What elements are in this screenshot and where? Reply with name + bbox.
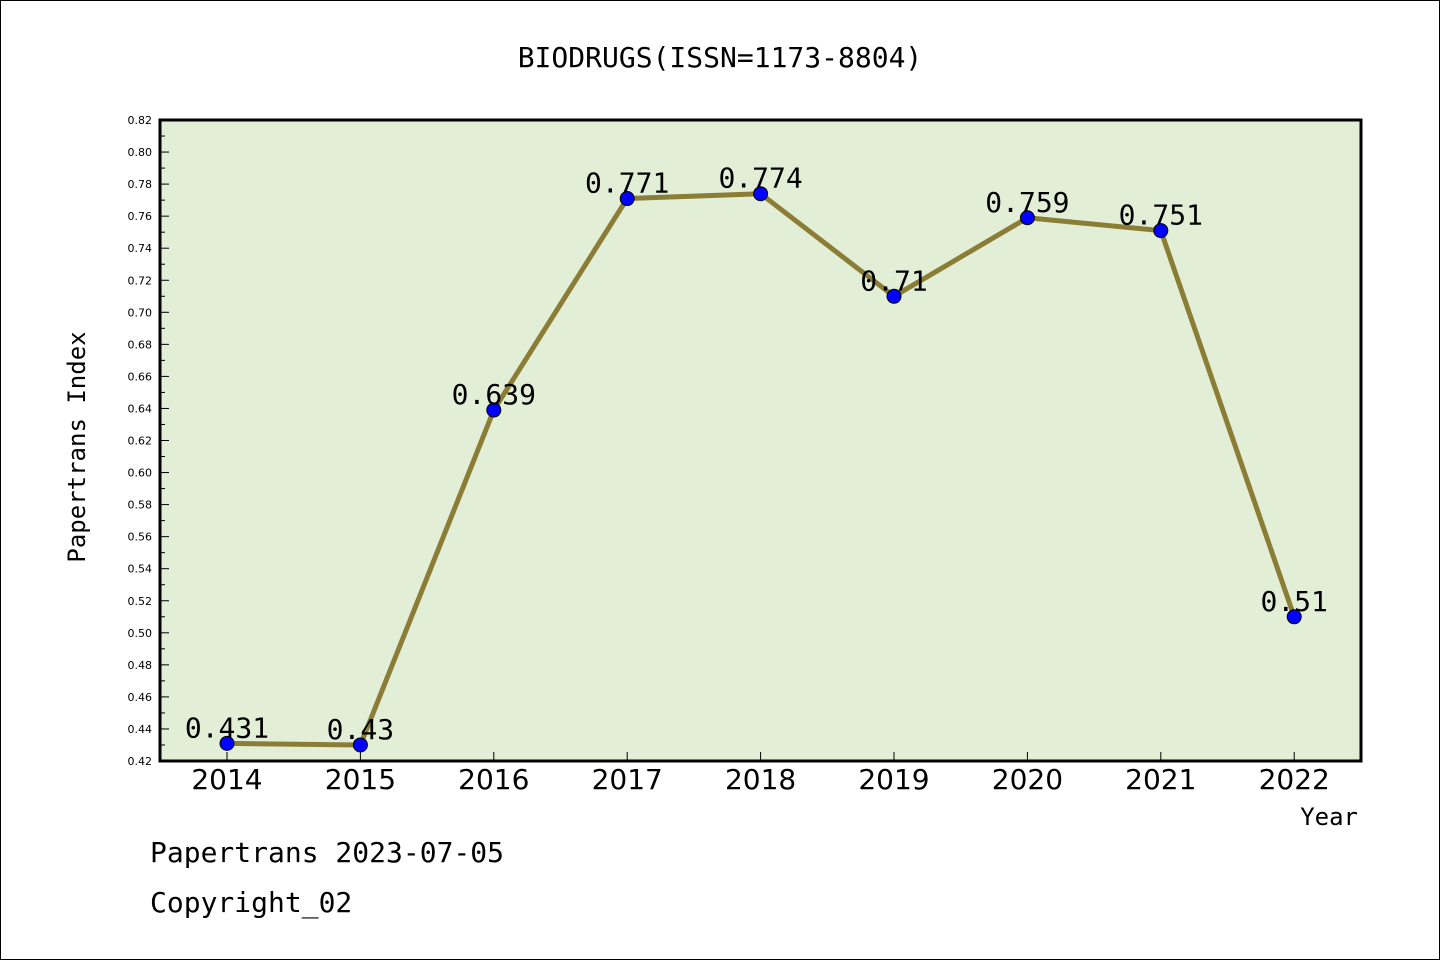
y-tick-label: 0.68 <box>128 338 153 351</box>
data-point <box>753 186 769 202</box>
y-tick-label: 0.54 <box>128 563 153 576</box>
y-tick-label: 0.80 <box>128 146 153 159</box>
x-tick-label: 2016 <box>458 763 529 796</box>
data-label: 0.71 <box>860 264 927 297</box>
x-tick-label: 2019 <box>858 763 929 796</box>
data-point <box>352 737 368 753</box>
data-point <box>1153 223 1169 239</box>
data-point <box>486 402 502 418</box>
y-tick-label: 0.76 <box>128 210 153 223</box>
data-point <box>1019 210 1035 226</box>
y-tick-label: 0.46 <box>128 691 153 704</box>
y-tick-label: 0.74 <box>128 242 153 255</box>
y-tick-label: 0.58 <box>128 499 153 512</box>
data-point <box>219 735 235 751</box>
data-label: 0.431 <box>185 711 269 744</box>
y-tick-label: 0.72 <box>128 274 153 287</box>
footer-copyright: Copyright_02 <box>150 886 353 919</box>
footer-date: Papertrans 2023-07-05 <box>150 836 505 869</box>
y-tick-label: 0.78 <box>128 178 153 191</box>
x-tick-label: 2020 <box>992 763 1063 796</box>
data-label: 0.51 <box>1260 585 1327 618</box>
chart-title: BIODRUGS(ISSN=1173-8804) <box>518 41 923 74</box>
y-tick-label: 0.60 <box>128 467 153 480</box>
data-points <box>219 186 1302 753</box>
y-tick-label: 0.44 <box>128 723 153 736</box>
y-tick-label: 0.48 <box>128 659 153 672</box>
x-tick-label: 2022 <box>1259 763 1330 796</box>
y-tick-label: 0.50 <box>128 627 153 640</box>
x-axis-label: Year <box>1300 803 1358 831</box>
data-point <box>619 191 635 207</box>
x-tick-label: 2017 <box>592 763 663 796</box>
data-label: 0.771 <box>585 167 669 200</box>
data-label: 0.639 <box>452 378 536 411</box>
y-tick-label: 0.82 <box>128 114 153 127</box>
y-tick-label: 0.64 <box>128 402 153 415</box>
x-tick-label: 2021 <box>1125 763 1196 796</box>
x-axis: 2014 2015 2016 2017 2018 2019 2020 2021 2022 <box>191 752 1330 796</box>
data-point <box>886 288 902 304</box>
data-label: 0.759 <box>985 186 1069 219</box>
y-tick-label: 0.66 <box>128 370 153 383</box>
x-tick-label: 2015 <box>325 763 396 796</box>
data-label: 0.43 <box>327 713 394 746</box>
x-tick-label: 2018 <box>725 763 796 796</box>
y-tick-label: 0.56 <box>128 531 153 544</box>
x-tick-label: 2014 <box>191 763 262 796</box>
y-tick-label: 0.62 <box>128 435 153 448</box>
y-axis-label: Papertrans Index <box>63 331 91 562</box>
data-point <box>1286 609 1302 625</box>
y-tick-label: 0.52 <box>128 595 153 608</box>
y-tick-label: 0.42 <box>128 755 153 768</box>
plot-border <box>158 118 1363 763</box>
data-labels: 0.431 0.43 0.639 0.771 0.774 0.71 0.759 0.751 0.… <box>185 162 1328 746</box>
y-tick-label: 0.70 <box>128 306 153 319</box>
data-label: 0.751 <box>1119 199 1203 232</box>
data-label: 0.774 <box>718 162 802 195</box>
